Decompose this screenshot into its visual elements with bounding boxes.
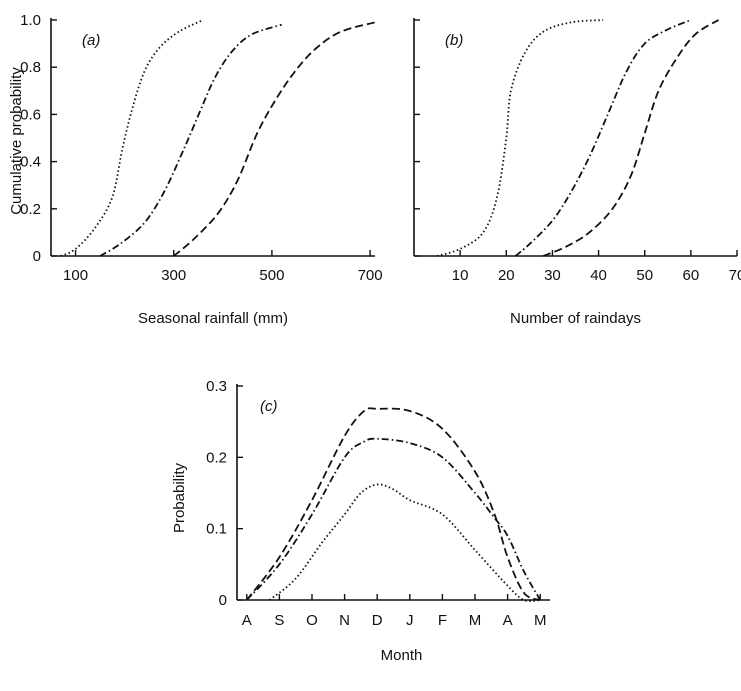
- panel-2-series-dashdot-line: [246, 437, 542, 601]
- panel-0-label: (a): [82, 32, 100, 49]
- panel-2-x-tick-label: F: [438, 612, 447, 629]
- panel-0-y-tick-label: 0.2: [20, 201, 41, 218]
- panel-0-series-dashdot-line: [99, 23, 283, 257]
- panel-0-y-tick-label: 0.4: [20, 154, 41, 171]
- panel-2-x-tick-label: S: [274, 612, 284, 629]
- panel-0-y-tick-label: 0: [33, 248, 41, 265]
- panel-0-x-axis-label: Seasonal rainfall (mm): [138, 310, 288, 327]
- panel-0-y-axis-label: Cumulative probability: [8, 67, 25, 215]
- panel-2-y-tick-label: 0.3: [206, 378, 227, 395]
- panel-0-y-tick-label: 0.8: [20, 59, 41, 76]
- panel-0-y-tick-label: 1.0: [20, 12, 41, 29]
- panel-2-y-tick-label: 0.2: [206, 449, 227, 466]
- panel-2-series-dotted-line: [269, 483, 541, 602]
- panel-2-y-axis-label: Probability: [171, 462, 188, 533]
- panel-1-label: (b): [445, 32, 463, 49]
- panel-2-x-tick-label: A: [503, 612, 513, 629]
- panel-1-x-axis-label: Number of raindays: [510, 310, 641, 327]
- panel-0-x-tick-label: 700: [358, 267, 383, 284]
- panel-0-series-dashed-line: [173, 21, 376, 257]
- panel-1-x-tick-label: 40: [590, 267, 607, 284]
- panel-0-series-dotted-line: [60, 19, 204, 257]
- panel-0-y-tick-label: 0.6: [20, 106, 41, 123]
- panel-1-series-dashed-line: [542, 19, 720, 257]
- panel-1-x-tick-label: 60: [683, 267, 700, 284]
- panel-2-x-tick-label: O: [306, 612, 318, 629]
- panel-2-x-axis-label: Month: [381, 647, 423, 664]
- panel-2-x-tick-label: D: [372, 612, 383, 629]
- panel-2-x-tick-label: M: [469, 612, 482, 629]
- panel-0-x-tick-label: 500: [259, 267, 284, 284]
- panel-1-series-dashdot-line: [514, 19, 692, 257]
- panel-2-x-tick-label: M: [534, 612, 547, 629]
- panel-2-series-dashed-line: [246, 407, 541, 601]
- panel-2-y-tick-label: 0: [219, 592, 227, 609]
- panel-0-x-tick-label: 100: [63, 267, 88, 284]
- panel-0-x-tick-label: 300: [161, 267, 186, 284]
- panel-1-series-dotted-line: [436, 19, 604, 257]
- panel-1-x-tick-label: 70: [729, 267, 741, 284]
- panel-1-x-tick-label: 20: [498, 267, 515, 284]
- panel-2-x-tick-label: A: [242, 612, 252, 629]
- panel-2-y-tick-label: 0.1: [206, 521, 227, 538]
- panel-2-x-tick-label: N: [339, 612, 350, 629]
- panel-1-x-tick-label: 10: [452, 267, 469, 284]
- panel-2-x-tick-label: J: [406, 612, 414, 629]
- panel-1-x-tick-label: 30: [544, 267, 561, 284]
- panel-1-x-tick-label: 50: [636, 267, 653, 284]
- panel-2-label: (c): [260, 398, 278, 415]
